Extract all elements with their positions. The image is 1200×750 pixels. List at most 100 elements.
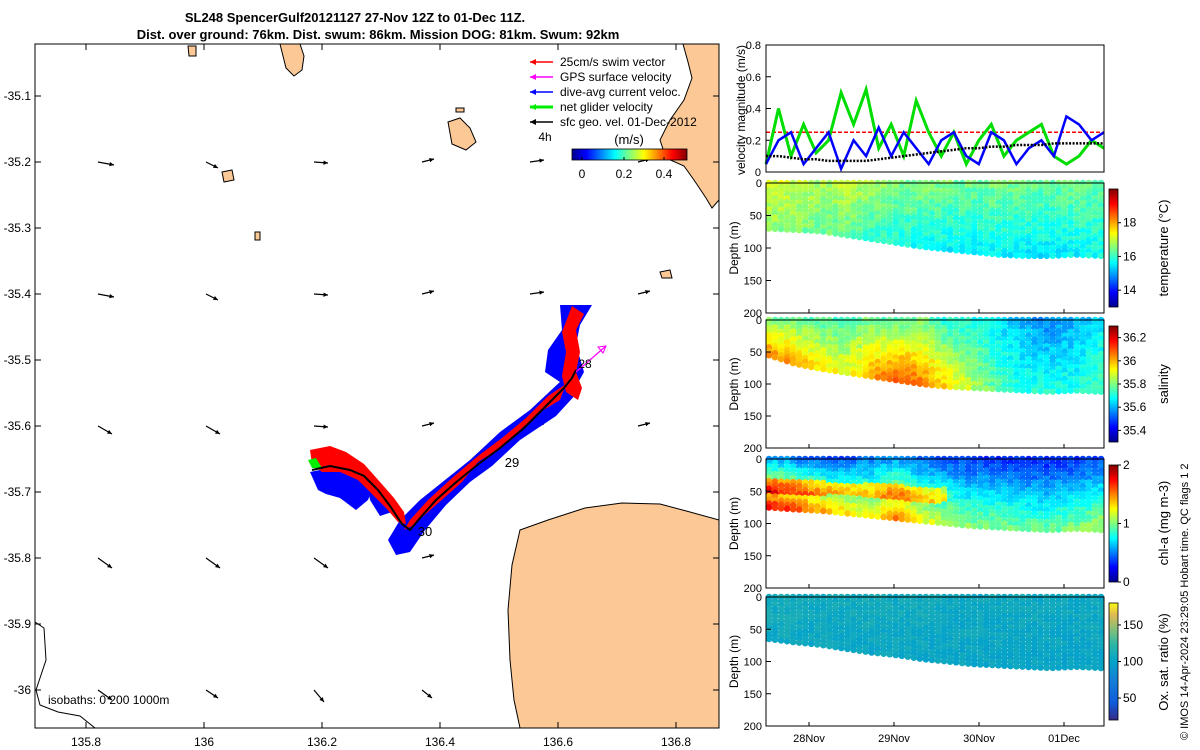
heatmap-sample: [771, 636, 779, 643]
title-line-1: SL248 SpencerGulf20121127 27-Nov 12Z to …: [185, 10, 525, 25]
heatmap-sample: [964, 384, 972, 391]
heatmap-sample: [946, 246, 954, 253]
heatmap-sample: [874, 374, 881, 381]
map-y-tick-label: -36: [14, 683, 32, 697]
depth-tick-label: 150: [744, 689, 762, 701]
depth-tick-label: 200: [744, 721, 762, 733]
heatmap-sample: [868, 649, 875, 656]
land-island-6: [659, 269, 673, 279]
heatmap-sample: [814, 641, 821, 648]
heatmap-sample: [995, 251, 1002, 258]
depth-tick-label: 0: [756, 315, 762, 327]
heatmap-sample: [820, 228, 827, 235]
map-day-label-30: 30: [418, 524, 432, 539]
colorbar-tick-label: 18: [1123, 216, 1137, 230]
map-colorbar-tick-label: 0.4: [656, 167, 673, 181]
heatmap-sample: [844, 510, 851, 517]
heatmap-sample: [838, 509, 845, 517]
heatmap-sample: [916, 655, 924, 662]
date-tick-label: 01Dec: [1048, 733, 1080, 745]
map-y-tick-label: -35.3: [4, 221, 32, 235]
depth-tick-label: 100: [744, 379, 762, 391]
vector-arrowhead: [323, 292, 328, 297]
heatmap-sample: [940, 245, 948, 253]
heatmap-sample: [964, 522, 972, 529]
heatmap-sample: [946, 520, 954, 527]
heatmap-sample: [814, 364, 821, 372]
heatmap-sample: [789, 226, 797, 233]
vector-arrowhead: [109, 294, 114, 299]
vector-arrowhead: [645, 289, 650, 295]
heatmap-sample: [808, 640, 815, 648]
heatmap-sample: [789, 359, 797, 367]
heatmap-sample: [850, 646, 857, 654]
heatmap-sample: [832, 508, 839, 516]
heatmap-sample: [1091, 664, 1099, 671]
heatmap-sample: [1037, 664, 1044, 671]
velocity-series-line: [764, 84, 1105, 168]
heatmap-sample: [952, 659, 960, 666]
legend-arrowhead: [530, 119, 536, 125]
heatmap-sample: [789, 505, 797, 513]
heatmap-colorbar: [1108, 325, 1119, 443]
salinity-panel: 0 50 100 150 200 Depth (m) 35.4 35.6 35.8 36 36.2 s…: [727, 315, 1171, 455]
heatmap-sample: [910, 242, 918, 249]
depth-tick-label: 100: [744, 519, 762, 531]
heatmap-sample: [989, 250, 996, 258]
map-colorbar-ticks: 0 0.2 0.4: [579, 157, 673, 181]
vector-arrowhead: [213, 296, 218, 300]
vector-arrowhead: [107, 563, 112, 568]
heatmap-sample: [1007, 251, 1014, 259]
legend-arrowhead: [530, 104, 536, 110]
heatmap-sample: [1061, 251, 1069, 259]
isobath-line: [35, 621, 96, 728]
depth-tick-label: 50: [750, 486, 762, 498]
isobaths-label: isobaths: 0 200 1000m: [48, 693, 169, 707]
velocity-panel-frame: [765, 44, 1105, 173]
heatmap-sample: [808, 363, 815, 371]
title-line-2: Dist. over ground: 76km. Dist. swum: 86k…: [137, 27, 620, 42]
heatmap-sample: [808, 506, 815, 514]
heatmap-sample: [952, 383, 960, 391]
colorbar-tick-label: 50: [1123, 691, 1137, 705]
heatmap-sample: [880, 374, 887, 382]
heatmap-sample: [916, 243, 924, 250]
heatmap-sample: [989, 661, 996, 669]
vector-arrowhead: [107, 429, 112, 434]
heatmap-sample: [1031, 387, 1038, 395]
map-y-tick-label: -35.6: [4, 419, 32, 433]
heatmap-sample: [801, 227, 809, 234]
colorbar-tick-label: 2: [1123, 458, 1130, 472]
heatmap-sample: [983, 661, 990, 668]
heatmap-sample: [904, 516, 912, 523]
heatmap-sample: [844, 369, 851, 377]
heatmap-sample: [838, 644, 845, 652]
heatmap-sample: [952, 246, 960, 254]
colorbar-variable-label: chl-a (mg m-3): [1156, 481, 1171, 566]
heatmap-sample: [862, 648, 869, 655]
land-yorke-peninsula: [507, 502, 719, 728]
heatmap-sample: [783, 505, 791, 512]
heatmap-sample: [1013, 525, 1020, 532]
heatmap-sample: [1055, 387, 1062, 395]
heatmap-sample: [928, 381, 936, 389]
depth-tick-label: 0: [756, 592, 762, 604]
legend-entry: net glider velocity: [560, 100, 653, 114]
vector-arrowhead: [429, 157, 434, 163]
heatmap-sample: [1073, 525, 1081, 532]
heatmap-sample: [868, 373, 875, 380]
heatmap-sample: [928, 518, 936, 526]
map-y-tick-label: -35.5: [4, 353, 32, 367]
heatmap-sample: [862, 511, 869, 519]
heatmap-sample: [886, 651, 893, 658]
vector-arrowhead: [645, 421, 650, 427]
depth-tick-label: 100: [744, 657, 762, 669]
heatmap-sample: [1079, 525, 1087, 533]
heatmap-sample: [1025, 663, 1032, 671]
colorbar-tick-label: 1: [1123, 517, 1130, 531]
legend-entry: GPS surface velocity: [560, 70, 671, 84]
depth-axis-label: Depth (m): [727, 221, 741, 274]
vector-arrowhead: [107, 695, 112, 700]
heatmap-sample: [970, 248, 978, 256]
heatmap-sample: [880, 237, 887, 245]
